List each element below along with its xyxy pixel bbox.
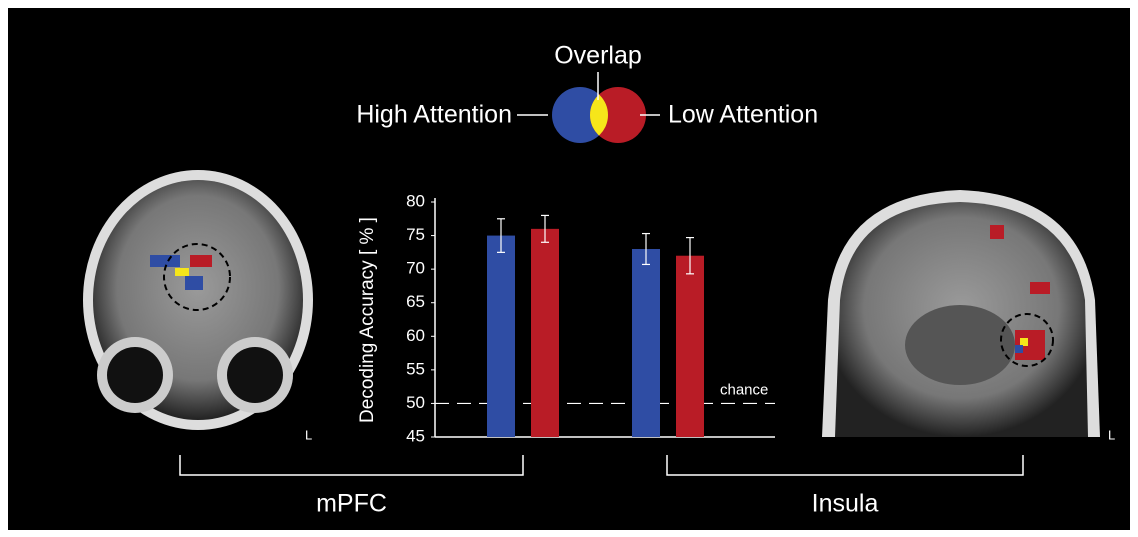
- chance-label: chance: [720, 381, 768, 398]
- y-tick-label: 80: [406, 191, 425, 210]
- orientation-label: L: [1108, 427, 1115, 442]
- y-tick-label: 70: [406, 259, 425, 278]
- y-tick-label: 55: [406, 359, 425, 378]
- y-tick-label: 60: [406, 326, 425, 345]
- figure: L L High Attention Low Attention Overlap…: [0, 0, 1138, 537]
- legend-label: High Attention: [356, 101, 512, 129]
- y-tick-label: 65: [406, 292, 425, 311]
- y-tick-label: 75: [406, 225, 425, 244]
- bar: [531, 229, 559, 437]
- y-axis-title: Decoding Accuracy [ % ]: [357, 217, 378, 423]
- bar: [632, 249, 660, 437]
- legend-label: Overlap: [554, 42, 642, 70]
- x-tick-label: mPFC: [316, 490, 387, 518]
- y-tick-label: 45: [406, 426, 425, 445]
- bar: [676, 256, 704, 437]
- y-tick-label: 50: [406, 393, 425, 412]
- brain-image-right: [822, 190, 1100, 437]
- orientation-label: L: [305, 427, 312, 442]
- brain-image-left: [83, 170, 313, 430]
- x-tick-label: Insula: [812, 490, 879, 518]
- legend-label: Low Attention: [668, 101, 818, 129]
- bar: [487, 236, 515, 437]
